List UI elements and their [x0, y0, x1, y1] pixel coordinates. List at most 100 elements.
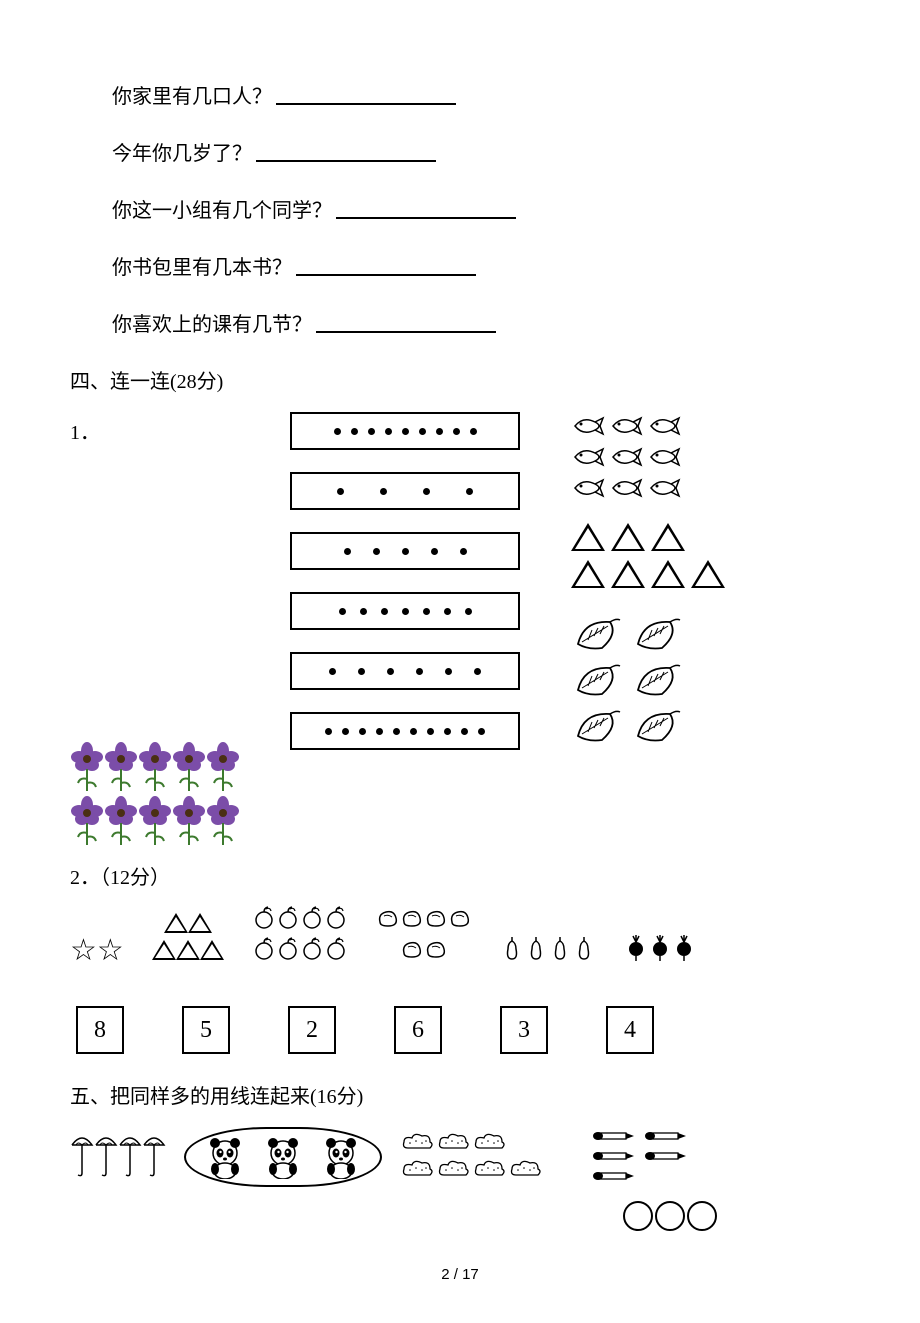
number-boxes: 852634	[76, 1006, 850, 1054]
circle-icon	[623, 1201, 653, 1231]
fish-icon	[569, 476, 605, 500]
flower-icon	[104, 793, 138, 847]
leaf-icon	[574, 660, 622, 698]
leaf-icon	[634, 660, 682, 698]
q2-group-triangle	[152, 912, 224, 966]
cloud-icon	[474, 1132, 506, 1152]
dot-icon	[431, 548, 438, 555]
blank-line[interactable]	[296, 272, 476, 276]
dot-icon	[402, 608, 409, 615]
dot-icon	[358, 668, 365, 675]
fish-group	[568, 412, 788, 505]
dot-icon	[373, 548, 380, 555]
dot-icon	[474, 668, 481, 675]
triangle-icon	[651, 560, 685, 588]
triangle-icon	[651, 523, 685, 551]
flower-icon	[172, 739, 206, 793]
squiggle-icon	[448, 904, 472, 930]
apple-icon	[276, 904, 300, 930]
q2-group-pear	[500, 935, 596, 966]
q5-icon-row	[70, 1127, 850, 1187]
triangle-icon	[188, 913, 212, 933]
dot-icon	[337, 488, 344, 495]
dot-box-4	[290, 472, 520, 510]
fill-q-text: 你书包里有几本书？	[112, 251, 292, 280]
fill-q-text: 你家里有几口人？	[112, 80, 272, 109]
panda-icon	[318, 1135, 364, 1179]
umbrella-group	[70, 1131, 166, 1184]
leaf-icon	[574, 614, 622, 652]
leaf-group	[568, 611, 788, 749]
dot-box-6	[290, 652, 520, 690]
umbrella-icon	[142, 1131, 166, 1179]
page-number: 2 / 17	[70, 1266, 850, 1283]
leaf-icon	[574, 706, 622, 744]
cloud-icon	[402, 1132, 434, 1152]
dot-box-5	[290, 532, 520, 570]
fill-q-text: 你喜欢上的课有几节？	[112, 308, 312, 337]
dot-icon	[329, 668, 336, 675]
apple-icon	[324, 904, 348, 930]
leaf-icon	[634, 706, 682, 744]
fish-icon	[607, 445, 643, 469]
triangle-icon	[611, 560, 645, 588]
q2-group-radish	[624, 935, 696, 966]
q2-label: 2．（12分）	[70, 861, 850, 890]
fish-icon	[607, 414, 643, 438]
dot-icon	[445, 668, 452, 675]
circle-icon	[655, 1201, 685, 1231]
circles-group	[490, 1201, 850, 1236]
dot-icon	[342, 728, 349, 735]
dot-icon	[351, 428, 358, 435]
number-box-2: 2	[288, 1006, 336, 1054]
umbrella-icon	[70, 1131, 94, 1179]
squiggle-icon	[400, 904, 424, 930]
radish-icon	[624, 935, 648, 961]
fish-icon	[645, 414, 681, 438]
apple-icon	[276, 935, 300, 961]
fill-q-1: 你家里有几口人？	[112, 80, 850, 109]
fill-q-5: 你喜欢上的课有几节？	[112, 308, 850, 337]
pencil-icon	[592, 1149, 636, 1161]
pencil-icon	[644, 1149, 688, 1161]
flower-icon	[70, 739, 104, 793]
pencil-icon	[644, 1129, 688, 1141]
pear-icon	[548, 935, 572, 961]
triangle-icon	[200, 940, 224, 960]
number-box-4: 4	[606, 1006, 654, 1054]
fish-icon	[645, 445, 681, 469]
q2-group-star: ☆☆	[70, 936, 124, 966]
pencil-group	[588, 1127, 692, 1187]
dot-icon	[402, 548, 409, 555]
fill-q-4: 你书包里有几本书？	[112, 251, 850, 280]
blank-line[interactable]	[256, 158, 436, 162]
dot-icon	[393, 728, 400, 735]
section-5-heading: 五、把同样多的用线连起来(16分)	[70, 1080, 850, 1109]
dot-icon	[470, 428, 477, 435]
blank-line[interactable]	[336, 215, 516, 219]
flowers-group	[70, 445, 290, 847]
dot-icon	[436, 428, 443, 435]
q2-group-apple	[252, 904, 348, 966]
dot-icon	[465, 608, 472, 615]
dot-icon	[461, 728, 468, 735]
dot-icon	[478, 728, 485, 735]
dot-icon	[387, 668, 394, 675]
q1-container: 1．	[70, 412, 850, 847]
right-icon-groups	[568, 412, 788, 765]
cloud-icon	[438, 1132, 470, 1152]
triangle-group	[568, 521, 788, 595]
dot-icon	[380, 488, 387, 495]
cloud-icon	[438, 1159, 470, 1179]
blank-line[interactable]	[316, 329, 496, 333]
triangle-icon	[691, 560, 725, 588]
radish-icon	[648, 935, 672, 961]
blank-line[interactable]	[276, 101, 456, 105]
dot-icon	[444, 608, 451, 615]
dot-boxes	[290, 412, 520, 772]
dot-icon	[402, 428, 409, 435]
pear-icon	[524, 935, 548, 961]
apple-icon	[300, 935, 324, 961]
squiggle-icon	[424, 904, 448, 930]
squiggle-icon	[400, 935, 424, 961]
